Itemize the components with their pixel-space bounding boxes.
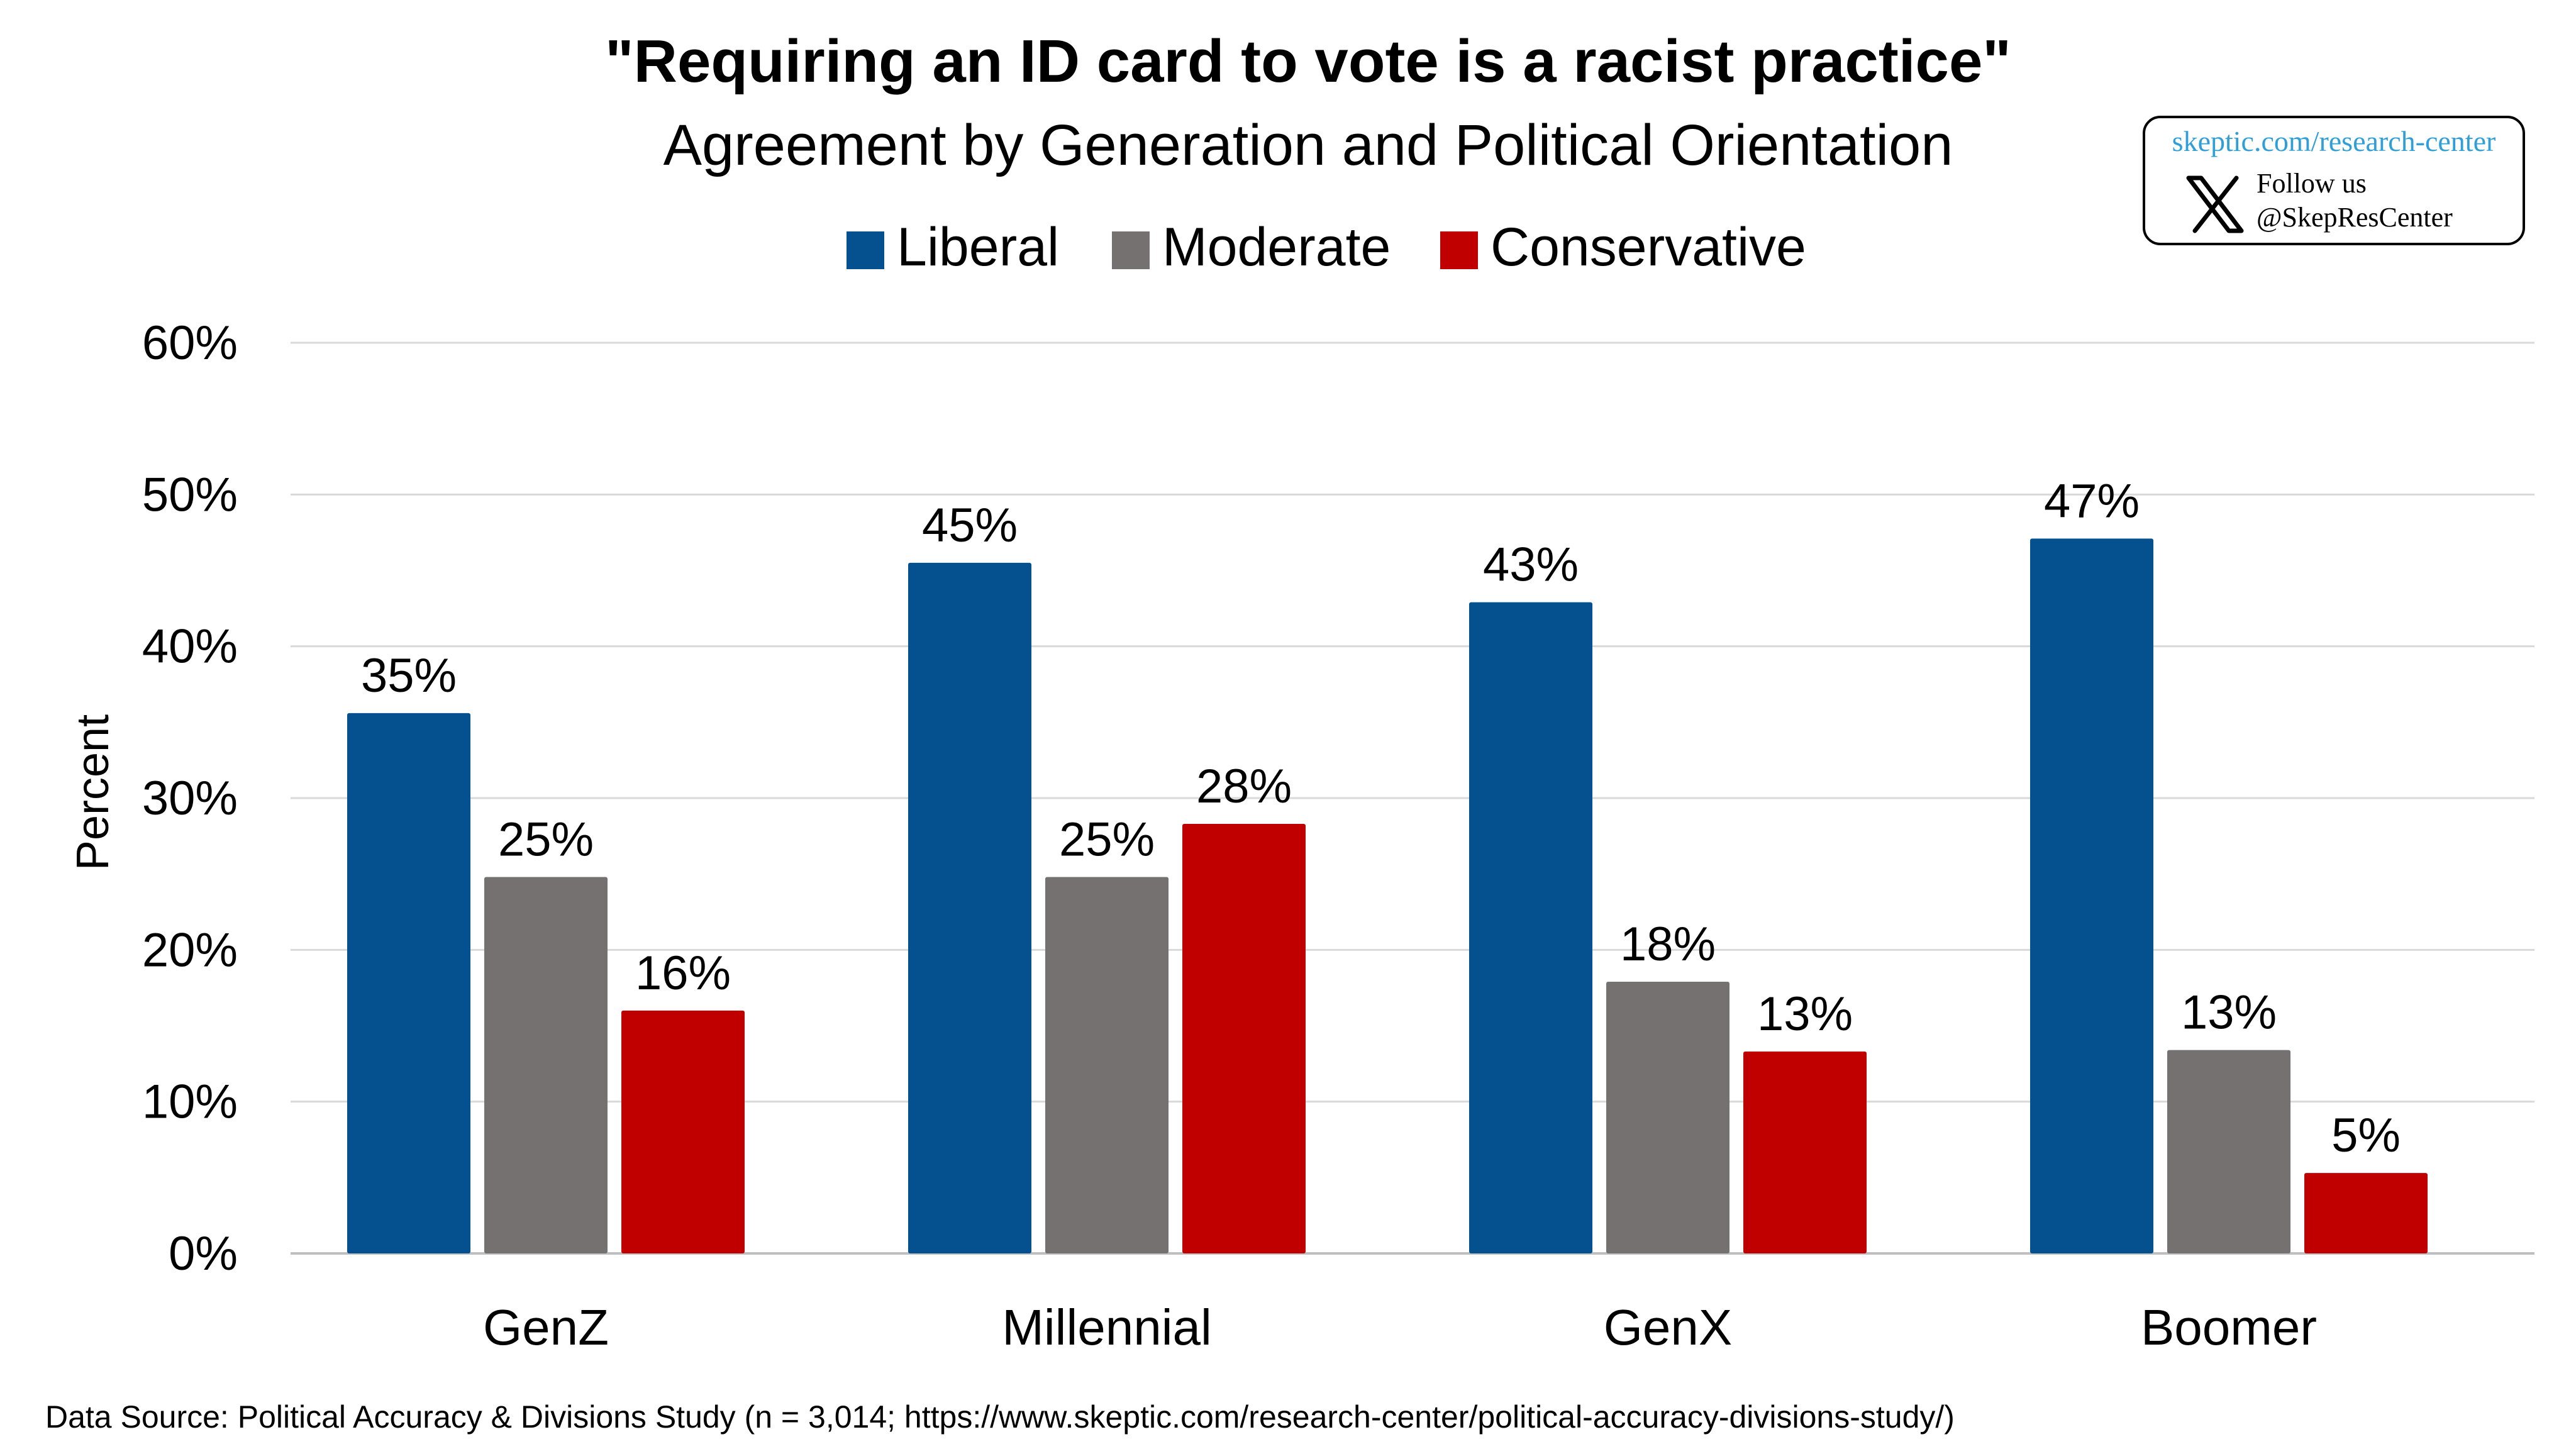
data-label: 18% [1620,918,1716,971]
bar-conservative-genz [621,1010,745,1253]
x-tick-label: Millennial [1002,1299,1211,1355]
data-label: 5% [2331,1109,2401,1162]
bar-conservative-genx [1743,1052,1867,1253]
data-label: 45% [922,499,1018,552]
bar-liberal-genx [1469,602,1592,1254]
y-tick-label: 0% [169,1227,238,1280]
legend-swatch-moderate [1112,231,1150,269]
chart-title: "Requiring an ID card to vote is a racis… [605,28,2011,95]
data-source-note: Data Source: Political Accuracy & Divisi… [45,1399,1955,1435]
x-tick-label: GenX [1604,1299,1733,1355]
x-logo-icon[interactable] [2186,175,2244,233]
bar-liberal-millennial [908,562,1031,1253]
y-tick-label: 60% [142,316,238,370]
bar-moderate-boomer [2167,1050,2290,1253]
y-axis-title: Percent [68,714,118,870]
data-label: 43% [1483,538,1579,592]
data-label: 35% [361,649,457,702]
data-label: 25% [498,813,594,866]
legend-swatch-conservative [1440,231,1478,269]
legend-label-conservative: Conservative [1491,217,1806,277]
bar-conservative-millennial [1182,824,1306,1253]
x-tick-label: Boomer [2141,1299,2317,1355]
bar-moderate-genx [1606,982,1729,1253]
y-tick-label: 10% [142,1075,238,1129]
branding-box: skeptic.com/research-center Follow us @S… [2143,116,2525,245]
legend-label-moderate: Moderate [1162,217,1391,277]
bar-moderate-millennial [1045,877,1169,1253]
data-label: 47% [2044,474,2140,528]
y-axis-ticks: 0% 10% 20% 30% 40% 50% 60% [142,316,238,1280]
x-axis-ticks: GenZ Millennial GenX Boomer [483,1299,2317,1355]
bar-liberal-genz [347,713,470,1253]
branding-url[interactable]: skeptic.com/research-center [2172,125,2496,157]
data-label: 13% [2181,986,2277,1040]
bars [347,538,2428,1254]
data-label: 13% [1757,987,1853,1041]
y-tick-label: 40% [142,620,238,674]
x-tick-label: GenZ [483,1299,609,1355]
y-tick-label: 30% [142,772,238,825]
data-label: 25% [1059,813,1155,866]
data-label: 28% [1196,760,1292,813]
bar-moderate-genz [484,877,608,1253]
chart-subtitle: Agreement by Generation and Political Or… [663,113,1953,177]
branding-border [2143,116,2525,245]
follow-us-label: Follow us [2257,168,2367,199]
y-tick-label: 50% [142,468,238,521]
twitter-handle[interactable]: @SkepResCenter [2257,202,2453,233]
legend-label-liberal: Liberal [897,217,1059,277]
data-label: 16% [635,947,731,1000]
legend: Liberal Moderate Conservative [847,217,1806,277]
legend-swatch-liberal [847,231,884,269]
bar-conservative-boomer [2304,1173,2428,1253]
bar-labels: 35% 25% 16% 45% 25% 28% 43% 18% 13% 47% 13% 5% [361,474,2401,1162]
y-tick-label: 20% [142,923,238,977]
bar-liberal-boomer [2030,538,2153,1253]
